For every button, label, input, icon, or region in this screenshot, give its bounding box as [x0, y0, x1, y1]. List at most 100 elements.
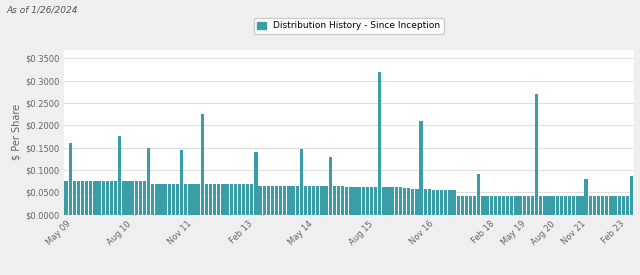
Bar [456, 196, 460, 214]
Bar [580, 196, 584, 214]
Y-axis label: $ Per Share: $ Per Share [12, 104, 22, 160]
Bar [73, 181, 76, 214]
Bar [370, 187, 373, 215]
Bar [535, 94, 538, 214]
Bar [444, 189, 447, 215]
Bar [378, 72, 381, 214]
Bar [605, 196, 609, 214]
Bar [102, 181, 105, 214]
Bar [279, 186, 282, 214]
Bar [436, 189, 439, 215]
Bar [159, 184, 163, 214]
Bar [143, 181, 146, 214]
Bar [387, 187, 390, 215]
Bar [230, 184, 233, 214]
Bar [390, 187, 394, 215]
Bar [382, 187, 385, 215]
Bar [188, 184, 191, 214]
Bar [271, 186, 274, 214]
Bar [469, 196, 472, 214]
Bar [283, 186, 287, 214]
Bar [118, 136, 122, 214]
Bar [518, 196, 522, 214]
Bar [399, 187, 402, 215]
Bar [510, 196, 513, 214]
Bar [601, 196, 604, 214]
Bar [262, 186, 266, 214]
Bar [312, 186, 316, 214]
Bar [609, 196, 612, 214]
Bar [424, 189, 427, 214]
Bar [419, 121, 422, 214]
Bar [308, 186, 311, 214]
Bar [246, 184, 250, 214]
Bar [552, 196, 555, 214]
Bar [531, 196, 534, 214]
Bar [259, 186, 262, 214]
Bar [498, 196, 501, 214]
Bar [65, 181, 68, 214]
Bar [584, 179, 588, 214]
Bar [358, 187, 361, 215]
Bar [221, 184, 225, 214]
Bar [81, 181, 84, 214]
Bar [374, 187, 377, 215]
Bar [490, 196, 493, 214]
Bar [618, 196, 621, 214]
Bar [122, 181, 125, 214]
Bar [493, 196, 497, 214]
Bar [147, 148, 150, 214]
Bar [341, 186, 344, 214]
Bar [180, 150, 183, 214]
Bar [523, 196, 526, 214]
Bar [477, 174, 481, 214]
Text: As of 1/26/2024: As of 1/26/2024 [6, 6, 78, 15]
Bar [428, 189, 431, 214]
Bar [184, 184, 188, 214]
Bar [515, 196, 518, 214]
Bar [452, 189, 456, 215]
Bar [539, 196, 542, 214]
Bar [93, 181, 97, 214]
Bar [287, 186, 291, 214]
Bar [213, 184, 216, 214]
Legend: Distribution History - Since Inception: Distribution History - Since Inception [253, 18, 444, 34]
Bar [156, 184, 159, 214]
Bar [267, 186, 270, 214]
Bar [172, 184, 175, 214]
Bar [461, 196, 464, 214]
Bar [576, 196, 580, 214]
Bar [114, 181, 117, 214]
Bar [543, 196, 547, 214]
Bar [296, 186, 299, 214]
Bar [502, 196, 505, 214]
Bar [328, 157, 332, 214]
Bar [556, 196, 559, 214]
Bar [465, 196, 468, 214]
Bar [630, 176, 633, 214]
Bar [345, 187, 348, 215]
Bar [250, 184, 253, 214]
Bar [321, 186, 324, 214]
Bar [415, 189, 419, 214]
Bar [85, 181, 88, 214]
Bar [200, 114, 204, 214]
Bar [300, 148, 303, 214]
Bar [106, 181, 109, 214]
Bar [395, 187, 398, 215]
Bar [225, 184, 228, 214]
Bar [304, 186, 307, 214]
Bar [589, 196, 592, 214]
Bar [473, 196, 476, 214]
Bar [242, 184, 245, 214]
Bar [134, 181, 138, 214]
Bar [77, 181, 80, 214]
Bar [209, 184, 212, 214]
Bar [151, 184, 154, 214]
Bar [126, 181, 130, 214]
Bar [168, 184, 171, 214]
Bar [217, 184, 220, 214]
Bar [621, 196, 625, 214]
Bar [275, 186, 278, 214]
Bar [572, 196, 575, 214]
